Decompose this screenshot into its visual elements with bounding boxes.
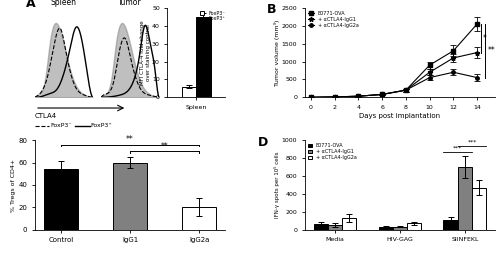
Text: **: ** [126,135,134,144]
Bar [458,167,472,230]
Text: **: ** [160,142,168,151]
Bar [44,169,78,230]
Bar [196,17,210,97]
Text: A: A [26,0,36,10]
Text: B: B [267,3,276,16]
Text: D: D [258,136,268,149]
Bar [328,225,342,230]
Legend: E0771-OVA, + αCTLA4-IgG1, + αCTLA4-IgG2a: E0771-OVA, + αCTLA4-IgG1, + αCTLA4-IgG2a [308,143,357,161]
Legend: FoxP3⁻, FoxP3⁺: FoxP3⁻, FoxP3⁺ [200,10,226,22]
Text: ***: *** [468,139,477,144]
Y-axis label: IFN-γ spots per 10⁵ cells: IFN-γ spots per 10⁵ cells [274,152,280,218]
Y-axis label: Tumor volume (mm³): Tumor volume (mm³) [274,19,280,86]
Bar [444,220,458,230]
Text: FoxP3⁻: FoxP3⁻ [50,123,72,128]
Bar [113,163,148,230]
Bar [472,188,486,230]
Title: Tumor: Tumor [118,0,142,7]
Bar [342,218,356,230]
Legend: E0771-OVA, + αCTLA4-IgG1, + αCTLA4-IgG2a: E0771-OVA, + αCTLA4-IgG1, + αCTLA4-IgG2a [308,10,359,28]
Text: FoxP3⁺: FoxP3⁺ [91,123,112,128]
Text: *: * [482,34,486,43]
Y-axis label: MFI CTLA-4 fold change
over staining control: MFI CTLA-4 fold change over staining con… [140,20,150,85]
X-axis label: Days post implantation: Days post implantation [360,113,440,119]
Bar [407,223,422,230]
Title: Spleen: Spleen [51,0,77,7]
Bar [314,224,328,230]
Y-axis label: % Tregs of CD4+: % Tregs of CD4+ [10,158,16,211]
Bar [393,227,407,230]
Text: ***: *** [453,146,462,151]
Text: **: ** [488,46,495,55]
Bar [182,207,216,230]
Bar [378,227,393,230]
Text: CTLA4: CTLA4 [35,113,57,119]
Bar [182,87,196,97]
